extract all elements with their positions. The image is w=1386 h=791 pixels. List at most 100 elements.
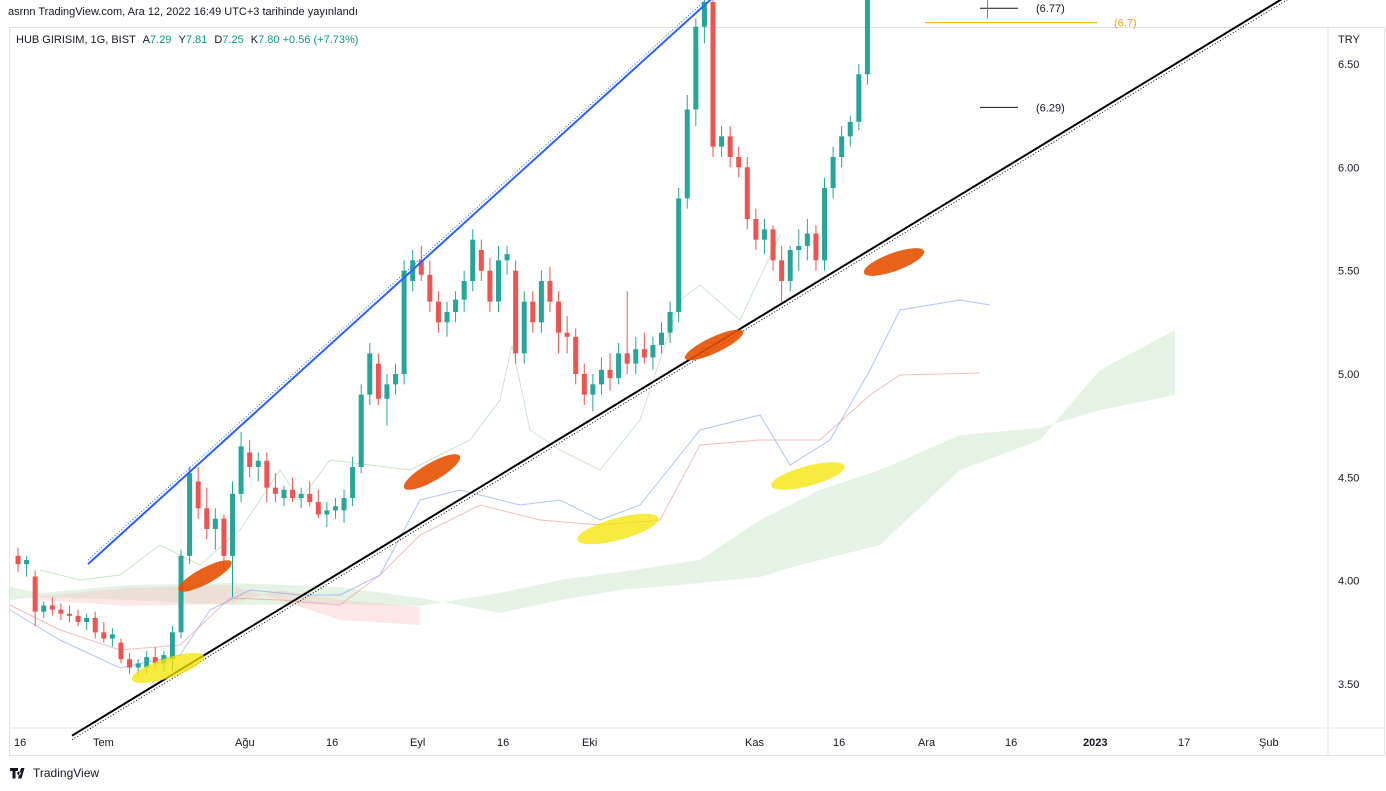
candle-body — [401, 270, 407, 374]
bottom-touch-marker — [771, 462, 845, 490]
time-tick-label: Eyl — [410, 737, 425, 749]
bottom-touch-marker — [577, 513, 659, 545]
open-label: A — [142, 34, 151, 46]
candle-body — [573, 336, 579, 374]
published-note: asrnn TradingView.com, Ara 12, 2022 16:4… — [8, 6, 358, 18]
low-label: D — [214, 34, 223, 46]
candle-body — [15, 555, 21, 565]
candle-body — [290, 489, 296, 498]
time-tick-label: 16 — [326, 737, 338, 749]
candle-body — [667, 311, 673, 333]
candle-body — [178, 555, 184, 633]
candle-body — [753, 218, 759, 240]
candle-body — [453, 299, 459, 312]
candle-body — [487, 270, 493, 302]
candle-body — [521, 301, 527, 354]
ichimoku-cloud — [10, 330, 1175, 613]
candle-body — [135, 663, 141, 668]
candle-body — [650, 345, 656, 358]
candle-body — [513, 270, 519, 354]
time-tick-label: Ağu — [235, 737, 255, 749]
candle-body — [367, 353, 373, 395]
brand-name: TradingView — [33, 766, 100, 780]
candle-body — [847, 121, 853, 137]
price-tick-label: 6.50 — [1338, 59, 1359, 71]
candle-body — [281, 489, 287, 498]
candle-body — [264, 460, 270, 488]
time-tick-label: 16 — [14, 737, 26, 749]
candle-body — [101, 632, 107, 639]
channel-top-line — [87, 0, 712, 565]
low-value: 7.25 — [222, 34, 244, 46]
candle-body — [307, 493, 313, 503]
lagging-span — [39, 234, 781, 581]
level-label: (6.29) — [1036, 102, 1065, 114]
time-tick-label: Kas — [745, 737, 764, 749]
price-tick-label: 3.50 — [1338, 679, 1359, 691]
candle-body — [564, 332, 570, 337]
candle-body — [538, 280, 544, 323]
candle-body — [461, 280, 467, 300]
time-tick-label: Şub — [1259, 737, 1279, 749]
candle-body — [744, 167, 750, 219]
candle-body — [384, 384, 390, 399]
candle-body — [504, 254, 510, 261]
open-value: 7.29 — [150, 34, 172, 46]
candle-body — [238, 446, 244, 494]
candle-body — [581, 373, 587, 395]
candle-body — [212, 518, 218, 529]
candle-body — [358, 394, 364, 467]
candle-body — [616, 353, 622, 379]
candle-body — [830, 156, 836, 188]
candle-body — [779, 260, 785, 281]
candle-body — [255, 460, 261, 467]
top-touch-marker — [863, 248, 925, 276]
candle-body — [530, 301, 536, 323]
candle-body — [787, 249, 793, 281]
candle-body — [109, 634, 115, 639]
candle-body — [839, 136, 845, 157]
candle-body — [152, 657, 158, 664]
candle-body — [341, 497, 347, 511]
candle-body — [727, 136, 733, 157]
candle-body — [659, 332, 664, 346]
candle-body — [736, 156, 742, 168]
candle-body — [127, 659, 133, 668]
top-touch-marker — [684, 329, 744, 361]
currency-label[interactable]: TRY — [1338, 34, 1360, 46]
candle-body — [298, 493, 304, 498]
candle-body — [221, 518, 227, 556]
candle-body — [427, 274, 433, 302]
candle-body — [272, 487, 278, 494]
price-tick-label: 5.50 — [1338, 266, 1359, 278]
time-tick-label: Eki — [582, 737, 597, 749]
candle-body — [418, 260, 424, 275]
candle-body — [24, 559, 30, 565]
time-tick-label: Ara — [918, 737, 936, 749]
time-tick-label: 16 — [1005, 737, 1017, 749]
symbol-legend: HUB GIRISIM, 1G, BIST A7.29 Y7.81 D7.25 … — [16, 34, 358, 46]
candle-body — [350, 466, 356, 498]
candle-body — [761, 229, 767, 240]
candle-body — [32, 576, 38, 612]
candle-body — [478, 249, 484, 271]
candle-body — [75, 615, 81, 622]
high-value: 7.81 — [185, 34, 208, 46]
ichimoku-cloud-red — [40, 585, 420, 625]
candle-body — [633, 349, 639, 364]
candle-body — [332, 506, 338, 511]
candle-body — [324, 510, 330, 515]
candle-body — [393, 373, 399, 385]
candle-body — [804, 233, 810, 246]
candle-body — [230, 493, 235, 556]
price-tick-label: 4.00 — [1338, 576, 1359, 588]
candle-body — [770, 229, 776, 261]
candle-body — [719, 136, 725, 147]
top-touch-marker — [403, 454, 461, 490]
tradingview-logo-icon — [10, 768, 25, 779]
brand-footer[interactable]: TradingView — [10, 766, 99, 780]
candle-body — [118, 642, 124, 660]
candle-body — [495, 260, 501, 302]
price-tick-label: 5.00 — [1338, 369, 1359, 381]
